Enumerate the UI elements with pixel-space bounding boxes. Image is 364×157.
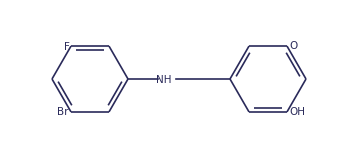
Text: O: O bbox=[289, 41, 297, 51]
Text: NH: NH bbox=[156, 75, 172, 85]
Text: OH: OH bbox=[289, 107, 305, 117]
Text: Br: Br bbox=[58, 107, 69, 117]
Text: F: F bbox=[64, 42, 70, 52]
